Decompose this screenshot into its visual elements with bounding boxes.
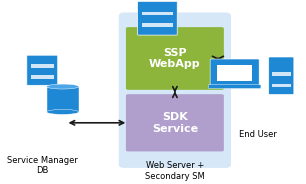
Text: Service Manager
DB: Service Manager DB [7,156,78,175]
FancyBboxPatch shape [31,75,54,79]
FancyBboxPatch shape [142,23,173,26]
Ellipse shape [47,84,79,89]
FancyBboxPatch shape [217,65,252,82]
FancyBboxPatch shape [272,84,291,87]
FancyBboxPatch shape [120,13,230,167]
Text: Web Server +
Secondary SM: Web Server + Secondary SM [145,161,205,181]
FancyBboxPatch shape [269,57,294,94]
FancyBboxPatch shape [126,27,224,90]
FancyBboxPatch shape [138,1,177,35]
Ellipse shape [47,109,79,114]
Text: SSP
WebApp: SSP WebApp [149,48,201,69]
FancyBboxPatch shape [47,86,79,112]
FancyBboxPatch shape [142,12,173,15]
Text: End User: End User [239,130,277,139]
FancyBboxPatch shape [126,94,224,151]
FancyBboxPatch shape [208,85,261,89]
FancyBboxPatch shape [27,55,58,85]
FancyBboxPatch shape [272,72,291,76]
FancyBboxPatch shape [210,59,259,86]
Text: SDK
Service: SDK Service [152,112,198,134]
FancyBboxPatch shape [31,64,54,68]
